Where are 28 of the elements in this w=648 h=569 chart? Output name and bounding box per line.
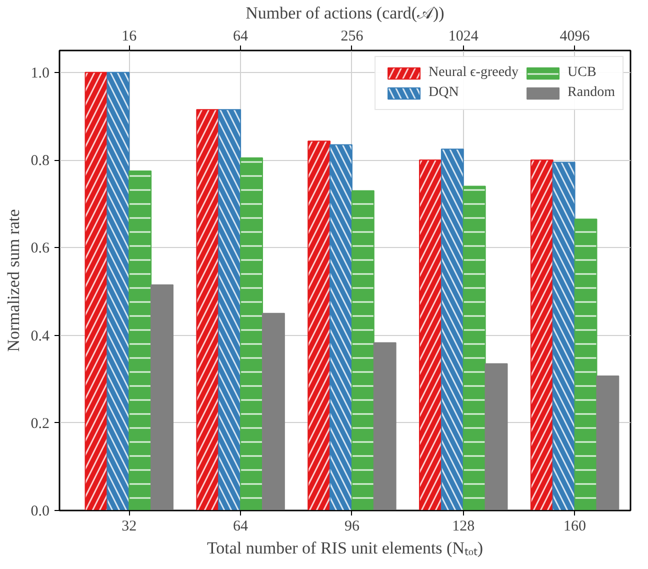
bar	[596, 376, 620, 510]
x-tick-label: 128	[452, 518, 475, 534]
legend-label: UCB	[568, 65, 596, 81]
y-tick-label: 0.4	[30, 328, 50, 344]
bar	[262, 312, 285, 510]
x2-tick-label: 16	[122, 28, 138, 44]
x-axis-title: Total number of RIS unit elements (Nₜₒₜ)	[206, 538, 484, 558]
x-tick-label: 160	[564, 518, 586, 534]
x2-tick-label: 4096	[560, 28, 590, 44]
bar	[373, 342, 396, 510]
y-tick-label: 0.2	[30, 416, 50, 432]
y-tick-label: 0.0	[30, 504, 50, 520]
y-tick-label: 0.6	[30, 240, 50, 257]
legend-label: Neural ϵ-greedy	[428, 65, 519, 81]
y-tick-label: 1.0	[30, 65, 50, 82]
x-tick-label: 32	[122, 518, 137, 534]
y-tick-label: 0.8	[30, 153, 50, 170]
legend-label: Random	[568, 85, 615, 101]
bar	[150, 284, 174, 510]
x-tick-label: 96	[344, 518, 360, 534]
x-tick-label: 64	[233, 518, 249, 534]
bar	[484, 363, 508, 510]
legend-label: DQN	[428, 85, 459, 101]
x2-tick-label: 64	[233, 28, 249, 44]
x2-axis-title: Number of actions (card(𝒜))	[246, 4, 444, 22]
x2-tick-label: 256	[340, 28, 364, 44]
y-axis-title: Normalized sum rate	[4, 209, 23, 352]
x2-tick-label: 1024	[448, 28, 479, 44]
